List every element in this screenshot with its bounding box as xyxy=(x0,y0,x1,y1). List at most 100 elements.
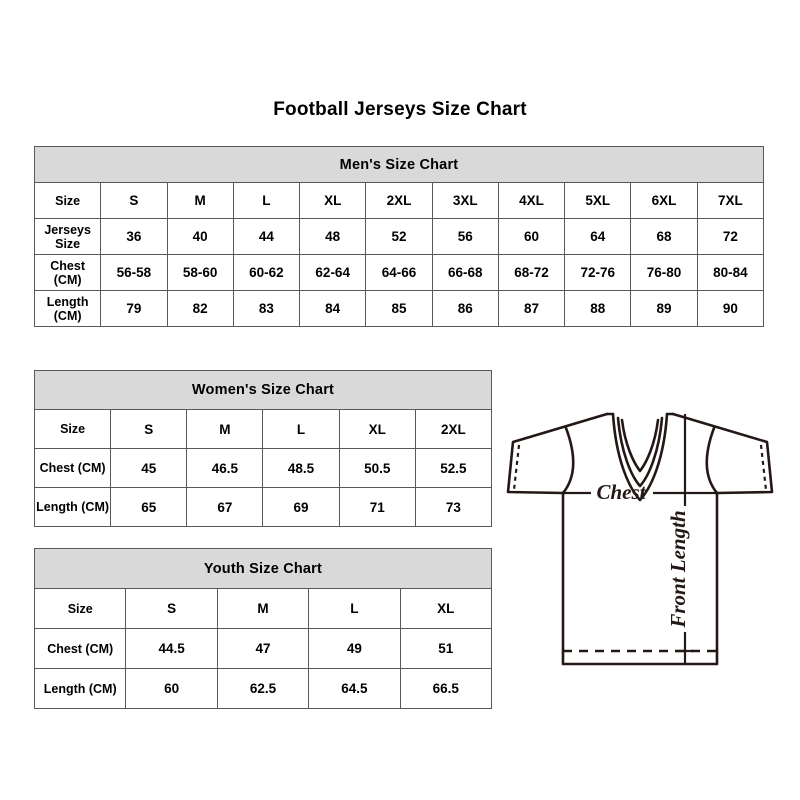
row-label: Chest (CM) xyxy=(33,448,112,488)
row-label: Length (CM) xyxy=(33,290,102,327)
table-row: Jerseys Size 36 40 44 48 52 56 60 64 68 … xyxy=(33,218,765,255)
cell-value: 68-72 xyxy=(497,254,566,291)
cell-value: XL xyxy=(338,409,416,449)
row-label: Size xyxy=(33,182,102,219)
cell-value: M xyxy=(216,588,310,629)
table-band-row: Women's Size Chart xyxy=(34,370,492,410)
cell-value: 69 xyxy=(262,487,340,527)
womens-chart-band-label: Women's Size Chart xyxy=(34,370,492,410)
row-label: Size xyxy=(33,409,112,449)
table-row: Size S M L XL 2XL xyxy=(33,409,493,449)
cell-value: 51 xyxy=(399,628,493,669)
row-label: Chest (CM) xyxy=(33,254,102,291)
table-row: Length (CM) 65 67 69 71 73 xyxy=(33,487,493,527)
cell-value: 89 xyxy=(630,290,698,327)
cell-value: 2XL xyxy=(414,409,493,449)
cell-value: L xyxy=(232,182,301,219)
table-row: Size S M L XL 2XL 3XL 4XL 5XL 6XL 7XL xyxy=(33,182,765,219)
mens-size-chart-table: Men's Size Chart Size S M L XL 2XL 3XL 4… xyxy=(33,146,765,327)
row-label: Jerseys Size xyxy=(33,218,102,255)
table-row: Chest (CM) 45 46.5 48.5 50.5 52.5 xyxy=(33,448,493,488)
cell-value: M xyxy=(166,182,234,219)
cell-value: 90 xyxy=(696,290,765,327)
cell-value: 62.5 xyxy=(216,668,310,709)
chest-label: Chest xyxy=(596,480,646,504)
cell-value: 65 xyxy=(110,487,188,527)
jersey-measurement-diagram: Chest Front Length xyxy=(495,392,785,684)
cell-value: 5XL xyxy=(564,182,632,219)
cell-value: 52 xyxy=(365,218,433,255)
mens-chart-band-label: Men's Size Chart xyxy=(34,146,764,183)
row-label: Length (CM) xyxy=(33,668,127,709)
cell-value: 66-68 xyxy=(431,254,499,291)
cell-value: 46.5 xyxy=(186,448,264,488)
row-label: Chest (CM) xyxy=(33,628,127,669)
table-row: Length (CM) 79 82 83 84 85 86 87 88 89 9… xyxy=(33,290,765,327)
cell-value: S xyxy=(110,409,188,449)
womens-size-chart-table: Women's Size Chart Size S M L XL 2XL Che… xyxy=(33,370,493,527)
cell-value: 71 xyxy=(338,487,416,527)
cell-value: 80-84 xyxy=(696,254,765,291)
cell-value: 66.5 xyxy=(399,668,493,709)
cell-value: 67 xyxy=(186,487,264,527)
table-row: Chest (CM) 56-58 58-60 60-62 62-64 64-66… xyxy=(33,254,765,291)
cell-value: 56 xyxy=(431,218,499,255)
table-row: Chest (CM) 44.5 47 49 51 xyxy=(33,628,493,669)
cell-value: XL xyxy=(299,182,367,219)
cell-value: 72 xyxy=(696,218,765,255)
table-row: Size S M L XL xyxy=(33,588,493,629)
cell-value: 48 xyxy=(299,218,367,255)
cell-value: 72-76 xyxy=(564,254,632,291)
cell-value: 84 xyxy=(299,290,367,327)
cell-value: 73 xyxy=(414,487,493,527)
cell-value: 88 xyxy=(564,290,632,327)
cell-value: 62-64 xyxy=(299,254,367,291)
cell-value: 60-62 xyxy=(232,254,301,291)
cell-value: 7XL xyxy=(696,182,765,219)
cell-value: M xyxy=(186,409,264,449)
cell-value: 49 xyxy=(308,628,401,669)
cell-value: 64 xyxy=(564,218,632,255)
cell-value: L xyxy=(308,588,401,629)
row-label: Length (CM) xyxy=(33,487,112,527)
cell-value: 56-58 xyxy=(100,254,168,291)
cell-value: 60 xyxy=(497,218,566,255)
cell-value: 45 xyxy=(110,448,188,488)
tshirt-outline-icon xyxy=(506,412,774,666)
cell-value: 40 xyxy=(166,218,234,255)
cell-value: 47 xyxy=(216,628,310,669)
youth-size-chart-table: Youth Size Chart Size S M L XL Chest (CM… xyxy=(33,548,493,709)
front-length-measure-line xyxy=(676,414,694,664)
page-title: Football Jerseys Size Chart xyxy=(273,99,527,120)
cell-value: 79 xyxy=(100,290,168,327)
cell-value: S xyxy=(125,588,218,629)
table-row: Length (CM) 60 62.5 64.5 66.5 xyxy=(33,668,493,709)
cell-value: 64.5 xyxy=(308,668,401,709)
cell-value: S xyxy=(100,182,168,219)
cell-value: 2XL xyxy=(365,182,433,219)
cell-value: 50.5 xyxy=(338,448,416,488)
cell-value: 3XL xyxy=(431,182,499,219)
cell-value: XL xyxy=(399,588,493,629)
cell-value: 68 xyxy=(630,218,698,255)
table-band-row: Men's Size Chart xyxy=(34,146,764,183)
cell-value: 52.5 xyxy=(414,448,493,488)
cell-value: 60 xyxy=(125,668,218,709)
table-band-row: Youth Size Chart xyxy=(34,548,492,589)
row-label: Size xyxy=(33,588,127,629)
cell-value: 48.5 xyxy=(262,448,340,488)
cell-value: 36 xyxy=(100,218,168,255)
cell-value: 83 xyxy=(232,290,301,327)
cell-value: 58-60 xyxy=(166,254,234,291)
cell-value: 87 xyxy=(497,290,566,327)
cell-value: 44.5 xyxy=(125,628,218,669)
cell-value: 76-80 xyxy=(630,254,698,291)
cell-value: 82 xyxy=(166,290,234,327)
front-length-label: Front Length xyxy=(666,510,690,628)
cell-value: 4XL xyxy=(497,182,566,219)
cell-value: 86 xyxy=(431,290,499,327)
cell-value: 6XL xyxy=(630,182,698,219)
cell-value: 44 xyxy=(232,218,301,255)
cell-value: L xyxy=(262,409,340,449)
youth-chart-band-label: Youth Size Chart xyxy=(34,548,492,589)
